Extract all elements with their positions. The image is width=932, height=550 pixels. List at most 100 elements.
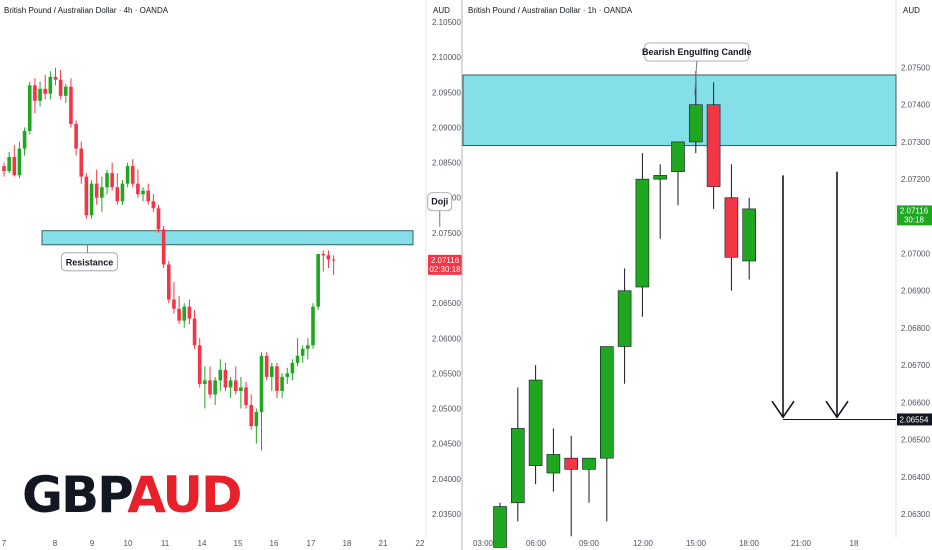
left-candle-body[interactable] [295, 355, 300, 363]
left-candle-body[interactable] [321, 253, 326, 256]
right-candle-body[interactable] [724, 197, 739, 258]
target-price-value: 2.06554 [900, 415, 929, 424]
left-candle-body[interactable] [27, 85, 32, 131]
left-y-tick-label: 2.10000 [432, 53, 461, 62]
right-candle-body[interactable] [635, 178, 650, 288]
left-candle-body[interactable] [110, 173, 114, 188]
right-y-tick-label: 2.07500 [901, 64, 930, 73]
left-candle-body[interactable] [2, 166, 6, 172]
left-candle-body[interactable] [33, 85, 37, 101]
left-x-tick-label: 11 [161, 539, 170, 548]
left-candle-body[interactable] [218, 369, 223, 381]
right-chart-title: British Pound / Australian Dollar · 1h ·… [468, 6, 633, 15]
left-candle-body[interactable] [84, 176, 89, 216]
right-candle-body[interactable] [688, 104, 703, 143]
right-candle-body[interactable] [528, 379, 543, 466]
left-candle-body[interactable] [146, 190, 150, 202]
left-candle-body[interactable] [259, 355, 264, 413]
left-candle-body[interactable] [167, 264, 171, 300]
right-chart-panel[interactable]: 2.075002.074002.073002.072002.071002.070… [462, 0, 932, 548]
right-candle-body[interactable] [582, 457, 596, 470]
left-candle-body[interactable] [53, 76, 58, 80]
left-candle-body[interactable] [187, 306, 192, 319]
right-candle-body[interactable] [617, 290, 632, 347]
left-candle-body[interactable] [239, 387, 243, 391]
left-candle-body[interactable] [22, 130, 27, 149]
right-candle-body[interactable] [493, 506, 507, 548]
left-candle-body[interactable] [306, 345, 310, 349]
left-candle-body[interactable] [270, 366, 274, 377]
left-candle-body[interactable] [94, 183, 99, 198]
left-candle-body[interactable] [285, 373, 290, 377]
left-candle-body[interactable] [7, 156, 11, 172]
left-candle-body[interactable] [290, 362, 295, 374]
engulfing-label: Bearish Engulfing Candle [642, 47, 752, 57]
left-candle-body[interactable] [151, 201, 156, 209]
right-candle-body[interactable] [671, 141, 685, 172]
left-candle-body[interactable] [197, 345, 202, 384]
left-candle-body[interactable] [331, 259, 336, 261]
left-candle-body[interactable] [38, 88, 42, 101]
left-candle-body[interactable] [208, 380, 212, 395]
left-candle-body[interactable] [64, 86, 68, 96]
right-y-tick-label: 2.07000 [901, 250, 930, 259]
left-candle-body[interactable] [43, 88, 47, 94]
left-chart-panel[interactable]: 2.105002.100002.095002.090002.085002.080… [2, 0, 462, 548]
left-candle-body[interactable] [249, 405, 253, 427]
left-candle-body[interactable] [136, 183, 140, 195]
left-candle-body[interactable] [275, 366, 279, 391]
right-candle-body[interactable] [742, 208, 757, 262]
left-candle-body[interactable] [161, 229, 166, 265]
left-candle-body[interactable] [177, 308, 181, 321]
left-candle-body[interactable] [89, 183, 94, 216]
left-candle-body[interactable] [280, 376, 284, 391]
right-candle-body[interactable] [546, 454, 561, 474]
left-last-price-tag[interactable] [428, 254, 462, 275]
left-candle-body[interactable] [182, 306, 187, 321]
right-candle-body[interactable] [564, 457, 579, 470]
left-x-tick-label: 9 [90, 539, 95, 548]
left-candle-body[interactable] [203, 380, 207, 384]
left-candle-body[interactable] [100, 187, 104, 198]
left-candle-body[interactable] [233, 380, 238, 391]
left-candle-body[interactable] [316, 253, 320, 307]
left-candle-body[interactable] [254, 412, 259, 427]
supply-zone[interactable] [462, 74, 897, 147]
left-candle-body[interactable] [58, 79, 63, 96]
left-candle-body[interactable] [120, 183, 125, 202]
right-candle-body[interactable] [599, 346, 614, 459]
left-candle-body[interactable] [228, 380, 233, 388]
left-candle-body[interactable] [213, 380, 217, 395]
left-candle-body[interactable] [74, 123, 78, 149]
left-candle-body[interactable] [156, 208, 161, 230]
resistance-zone[interactable] [41, 230, 414, 246]
left-candle-body[interactable] [79, 148, 84, 177]
left-candle-body[interactable] [172, 299, 176, 309]
right-candle-body[interactable] [510, 428, 525, 504]
right-candle-body[interactable] [706, 104, 721, 187]
left-candle-body[interactable] [125, 166, 130, 184]
left-x-tick-label: 16 [270, 539, 279, 548]
left-candle-body[interactable] [12, 156, 17, 176]
right-candle-body[interactable] [653, 175, 668, 180]
left-candle-body[interactable] [115, 187, 120, 202]
left-candle-body[interactable] [326, 255, 331, 260]
left-x-tick-label: 7 [2, 539, 7, 548]
left-candle-body[interactable] [264, 355, 269, 377]
right-countdown: 30:18 [904, 215, 925, 224]
right-last-price-tag[interactable] [897, 205, 932, 226]
left-candle-body[interactable] [311, 306, 315, 346]
left-candle-body[interactable] [192, 318, 197, 346]
left-candle-body[interactable] [223, 369, 228, 388]
left-candle-body[interactable] [48, 76, 53, 94]
left-candle-body[interactable] [141, 190, 145, 195]
left-candle-body[interactable] [130, 166, 135, 184]
target-price-tag[interactable] [897, 413, 932, 426]
right-y-tick-label: 2.06600 [901, 398, 930, 407]
left-candle-body[interactable] [244, 387, 248, 406]
left-candle-body[interactable] [17, 148, 22, 176]
left-candle-body[interactable] [300, 348, 305, 356]
left-candle-body[interactable] [69, 86, 73, 124]
left-candle-body[interactable] [105, 173, 109, 188]
